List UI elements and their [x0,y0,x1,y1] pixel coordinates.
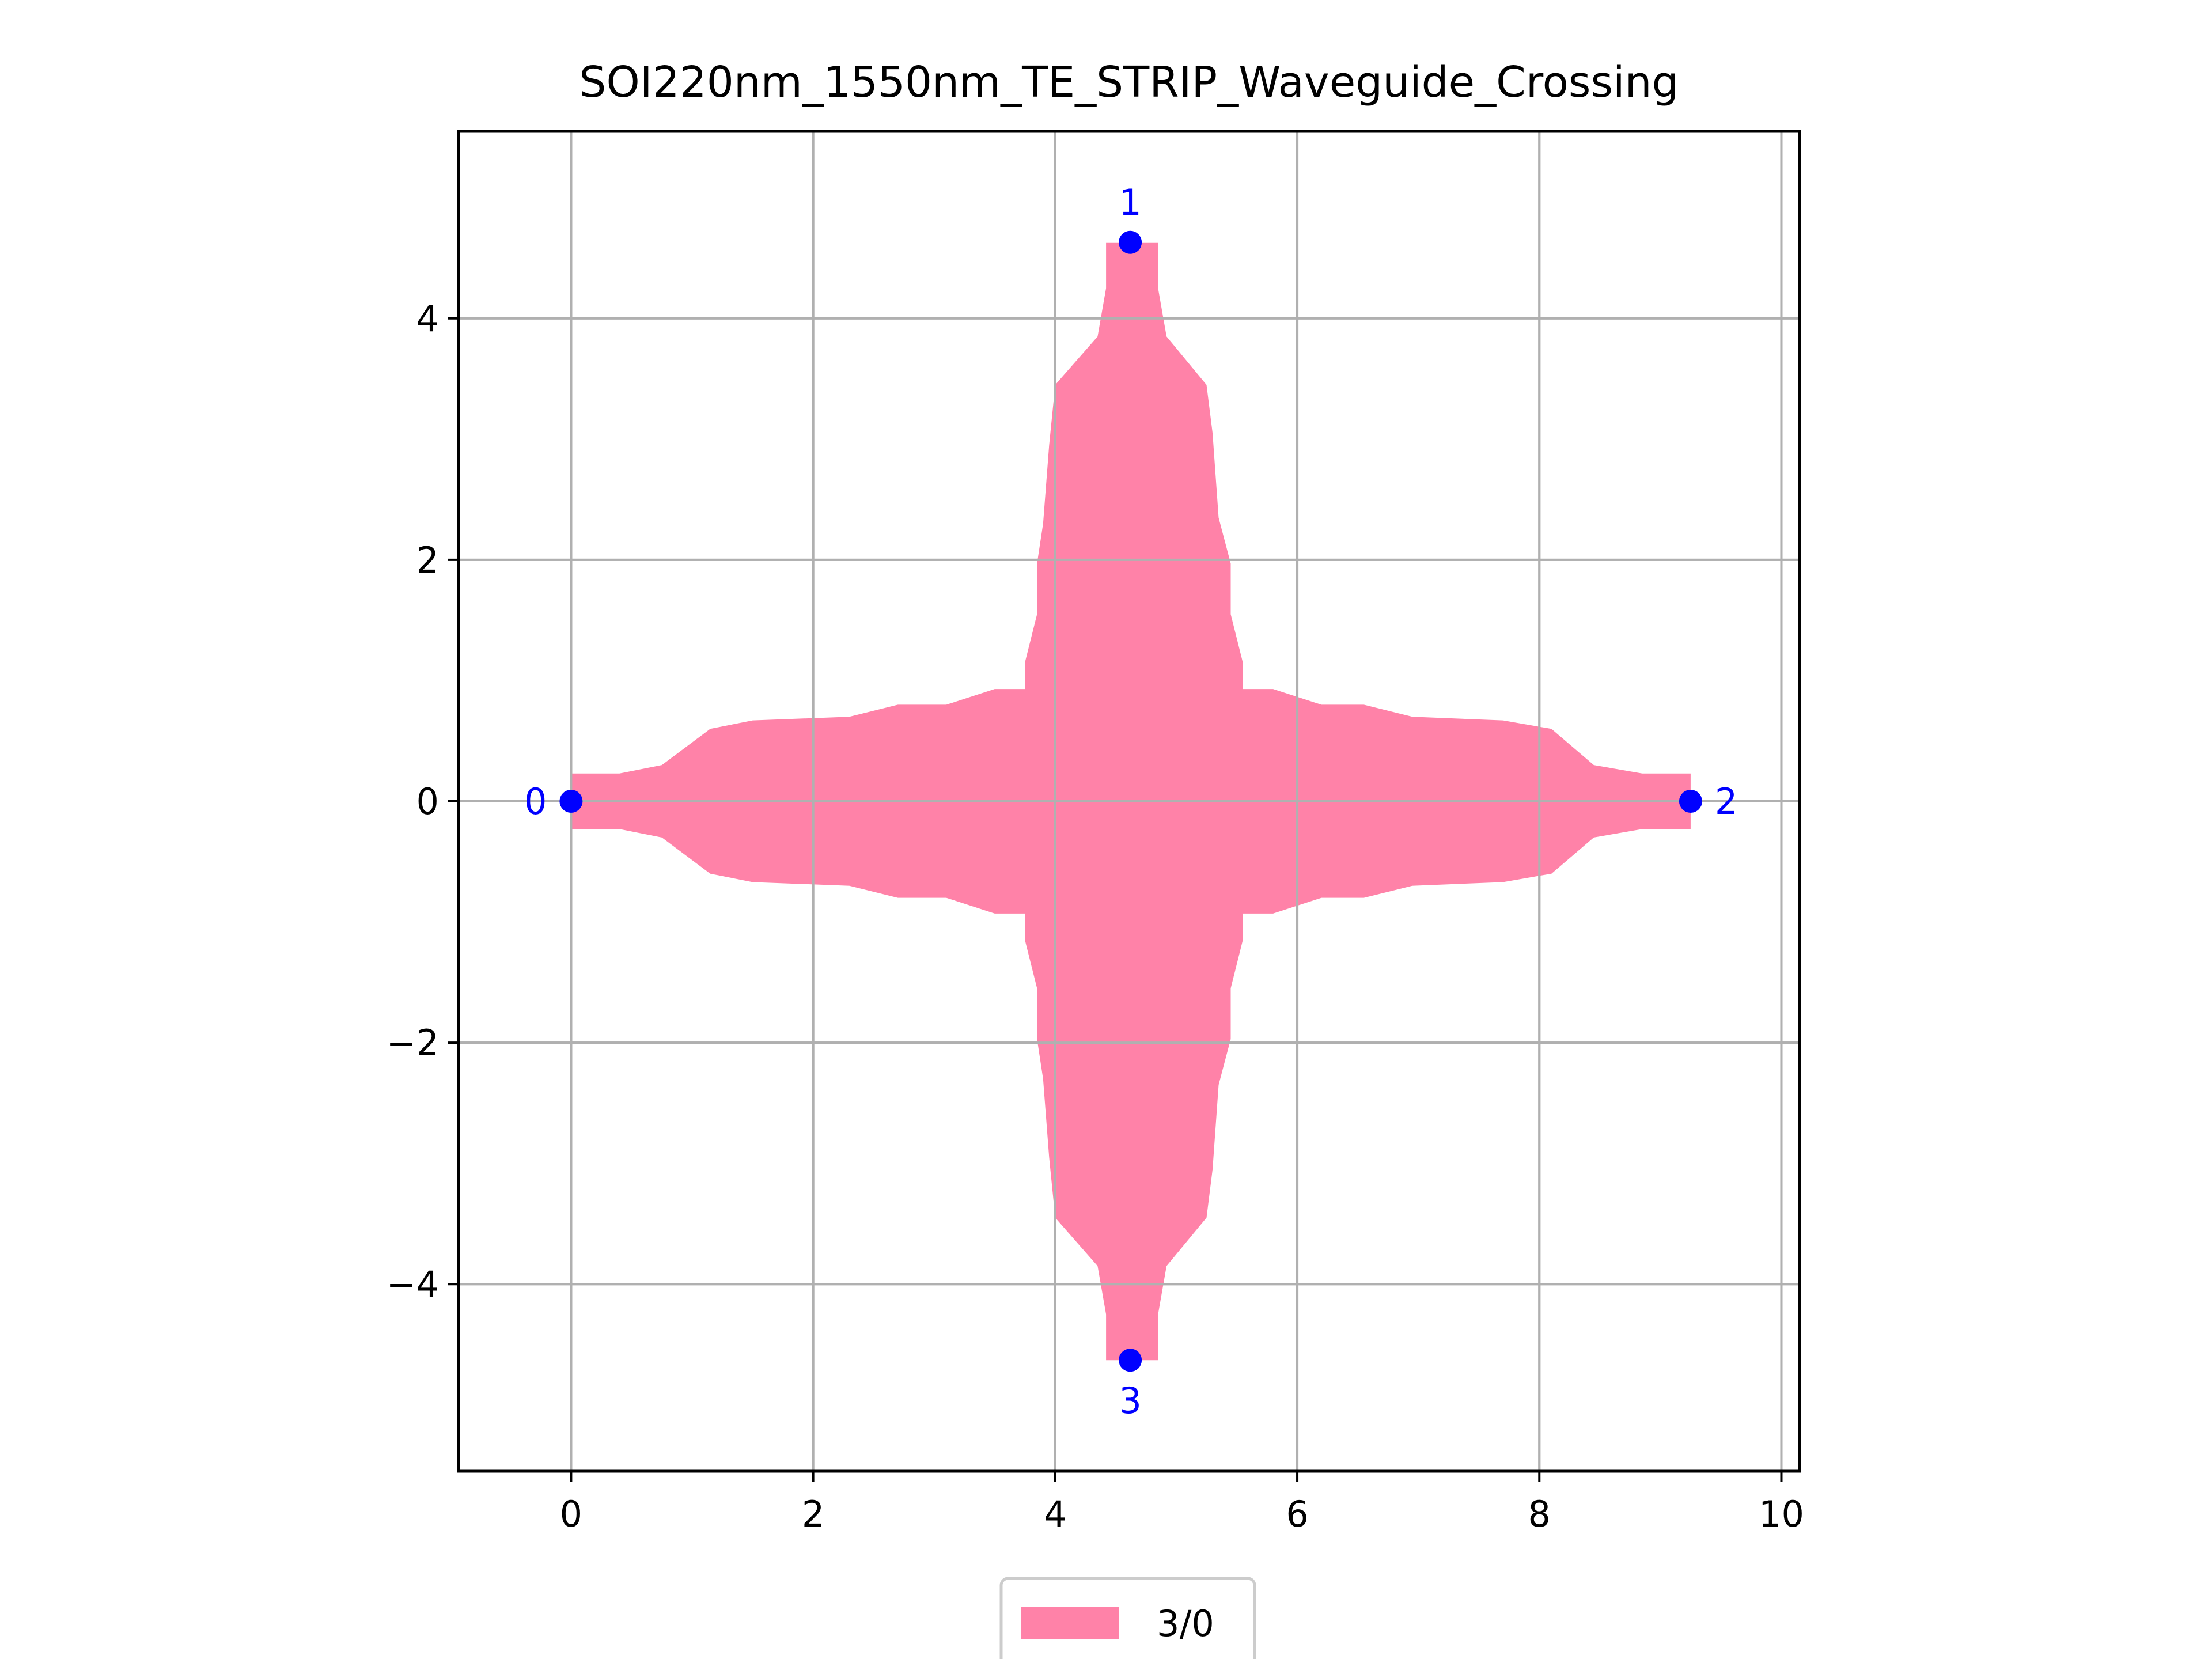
x-tick-label: 2 [802,1493,824,1535]
port-3-marker [1119,1349,1142,1372]
legend-swatch [1021,1607,1119,1639]
x-tick-label: 6 [1286,1493,1308,1535]
plot-area-data [459,131,1800,1471]
port-2-label: 2 [1715,781,1737,823]
x-tick-label: 10 [1759,1493,1804,1535]
y-tick-label: 0 [416,781,439,823]
port-markers: 0 1 2 3 [524,181,1737,1422]
y-tick-label: −4 [387,1263,439,1305]
port-0-marker [559,790,583,813]
chart-title: SOI220nm_1550nm_TE_STRIP_Waveguide_Cross… [579,58,1679,107]
y-tick-label: −2 [387,1022,439,1064]
port-3-label: 3 [1119,1380,1141,1422]
x-tick-label: 8 [1528,1493,1551,1535]
x-tick-label: 0 [560,1493,582,1535]
legend-box [999,1577,1256,1659]
legend-entry-label: 3/0 [1157,1603,1214,1645]
axis-ticks: 0 2 4 6 8 10 −4 −2 0 2 4 [387,298,1804,1535]
port-0-label: 0 [524,781,547,823]
port-1-label: 1 [1119,181,1141,224]
legend: 3/0 [999,1577,1256,1659]
y-tick-label: 2 [416,539,439,581]
port-1-marker [1119,230,1142,254]
y-tick-label: 4 [416,298,439,340]
port-2-marker [1679,790,1702,813]
x-tick-label: 4 [1044,1493,1066,1535]
